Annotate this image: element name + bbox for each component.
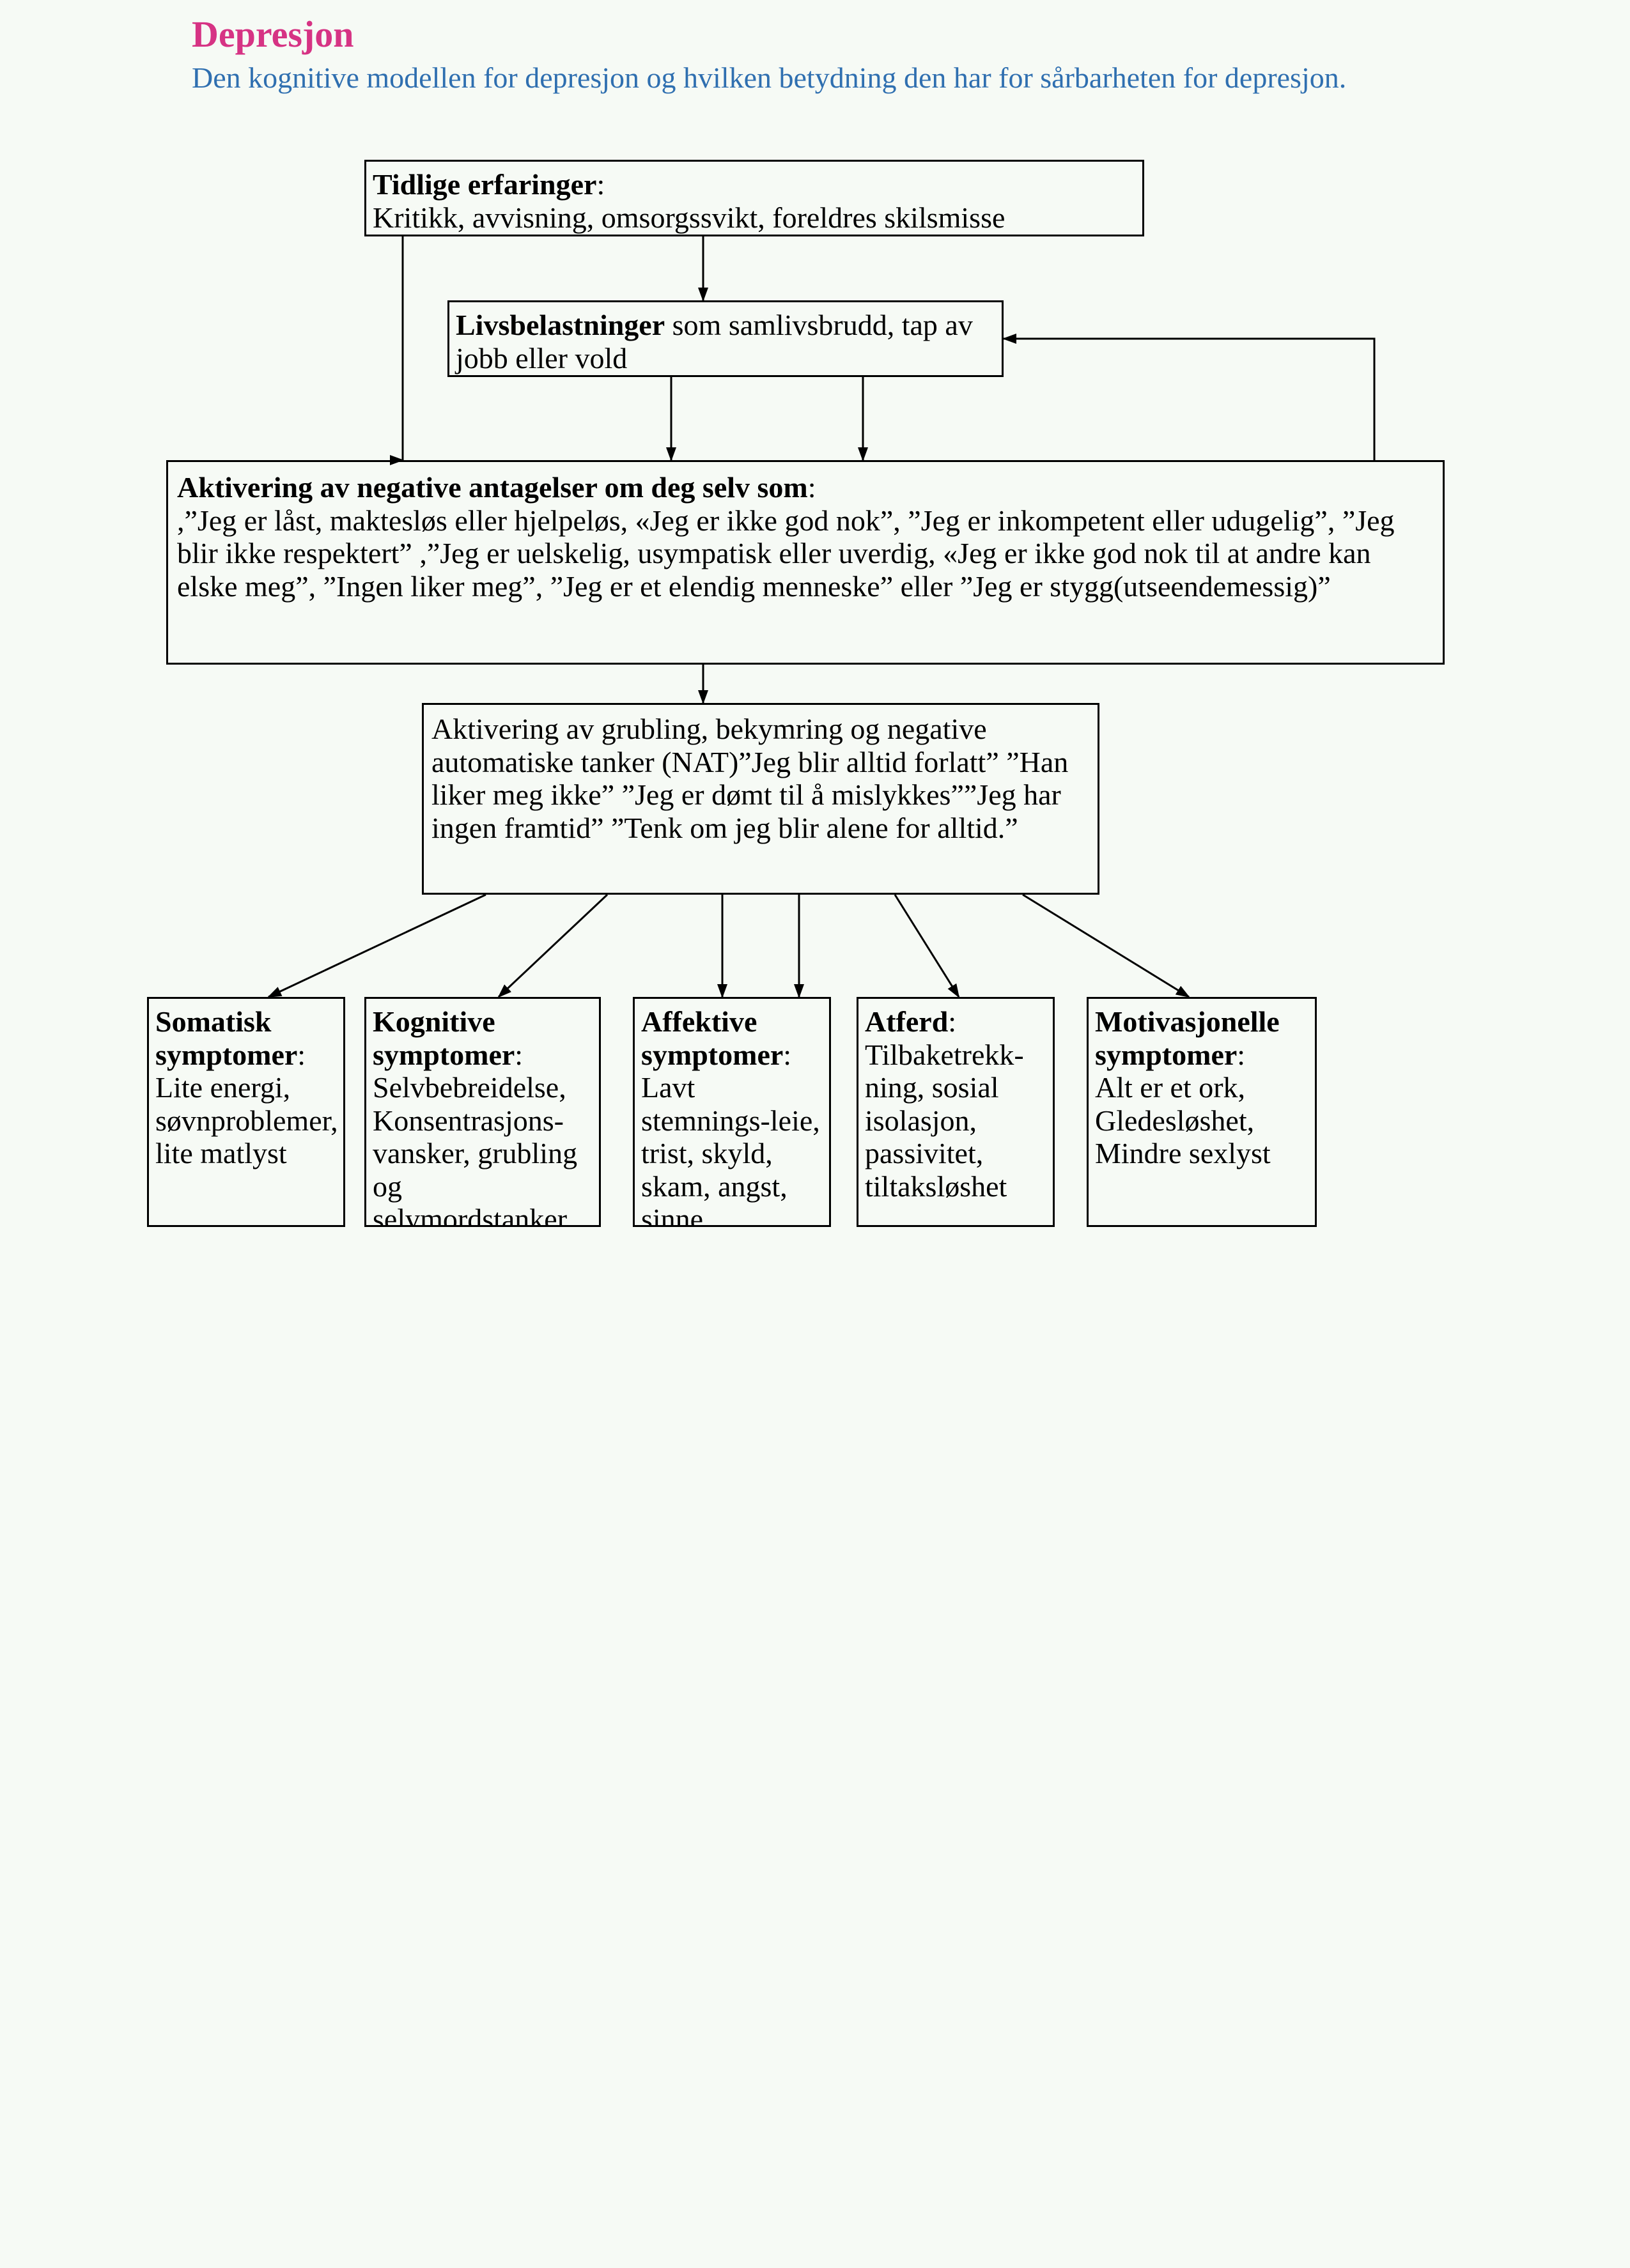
page-title: Depresjon <box>192 13 353 56</box>
flowchart-node-text: : <box>783 1038 791 1071</box>
flowchart-node-text: Alt er et ork, Gledesløshet, Mindre sexl… <box>1095 1071 1271 1169</box>
flowchart-node-s2: Kognitive symptomer:Selvbebreidelse, Kon… <box>364 997 601 1227</box>
flowchart-edge-10 <box>895 895 959 997</box>
flowchart-edge-6 <box>268 895 486 997</box>
flowchart-node-text: ,”Jeg er låst, maktesløs eller hjelpeløs… <box>177 504 1395 603</box>
flowchart-node-label: Kognitive symptomer <box>373 1005 515 1071</box>
flowchart-node-label: Somatisk symptomer <box>155 1005 297 1071</box>
flowchart-node-label: Atferd <box>865 1005 948 1038</box>
flowchart-node-label: Motivasjonelle symptomer <box>1095 1005 1280 1071</box>
flowchart-node-text: Aktivering av grubling, bekymring og neg… <box>431 713 1068 844</box>
flowchart-node-text: : <box>596 168 605 201</box>
flowchart-node-text: : <box>948 1005 956 1038</box>
flowchart-node-n4: Aktivering av grubling, bekymring og neg… <box>422 703 1099 895</box>
flowchart-node-s3: Affektive symptomer:Lavt stemnings-leie,… <box>633 997 831 1227</box>
flowchart-node-s5: Motivasjonelle symptomer:Alt er et ork, … <box>1087 997 1317 1227</box>
page: Depresjon Den kognitive modellen for depr… <box>0 0 1630 2268</box>
flowchart-node-text: : <box>808 471 816 504</box>
flowchart-node-text: Tilbaketrekk-ning, sosial isolasjon, pas… <box>865 1038 1024 1203</box>
flowchart-edge-4 <box>1004 339 1374 460</box>
flowchart-node-s1: Somatisk symptomer:Lite energi, søvnprob… <box>147 997 345 1227</box>
flowchart-edge-7 <box>499 895 607 997</box>
flowchart-edge-11 <box>1023 895 1189 997</box>
flowchart-node-label: Aktivering av negative antagelser om deg… <box>177 471 808 504</box>
flowchart-node-label: Tidlige erfaringer <box>373 168 596 201</box>
flowchart-node-s4: Atferd:Tilbaketrekk-ning, sosial isolasj… <box>857 997 1055 1227</box>
flowchart-node-text: : <box>515 1038 523 1071</box>
flowchart-node-n1: Tidlige erfaringer:Kritikk, avvisning, o… <box>364 160 1144 236</box>
flowchart-node-text: Kritikk, avvisning, omsorgssvikt, foreld… <box>373 201 1005 234</box>
flowchart-node-text: : <box>1237 1038 1245 1071</box>
flowchart-node-text: Selvbebreidelse, Konsentrasjons-vansker,… <box>373 1071 577 1227</box>
flowchart-node-text: Lite energi, søvnproblemer, lite matlyst <box>155 1071 338 1169</box>
flowchart-node-label: Affektive symptomer <box>641 1005 783 1071</box>
flowchart-node-text: : <box>297 1038 306 1071</box>
page-subtitle: Den kognitive modellen for depresjon og … <box>192 61 1406 95</box>
flowchart-node-n3: Aktivering av negative antagelser om deg… <box>166 460 1445 665</box>
flowchart-node-text: Lavt stemnings-leie, trist, skyld, skam,… <box>641 1071 820 1227</box>
flowchart-node-n2: Livsbelastninger som samlivsbrudd, tap a… <box>447 300 1004 377</box>
flowchart-node-label: Livsbelastninger <box>456 309 665 341</box>
